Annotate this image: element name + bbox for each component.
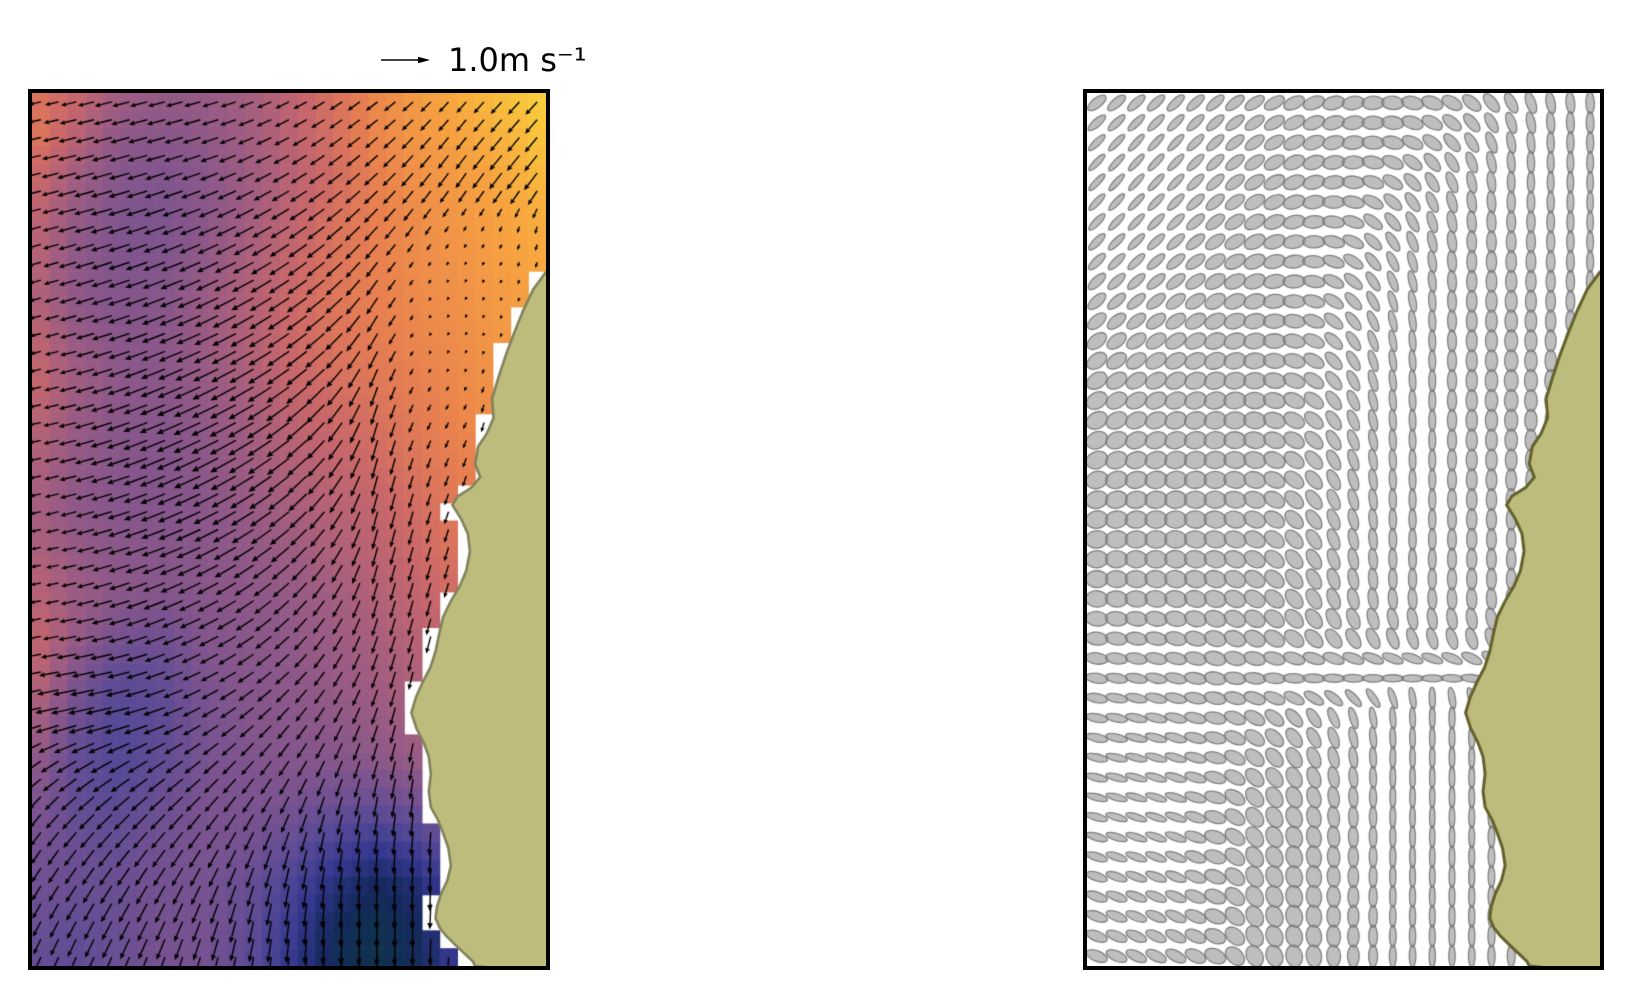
quiver-key-arrow-icon <box>381 56 430 64</box>
quiver-key-label: 1.0m s⁻¹ <box>448 41 587 79</box>
variance-ellipse-panel <box>1083 89 1604 970</box>
mean-current-panel <box>28 89 550 970</box>
quiver-key: 1.0m s⁻¹ <box>380 36 587 84</box>
quiver-heatmap-canvas <box>32 93 546 966</box>
ellipse-field-canvas <box>1087 93 1600 966</box>
